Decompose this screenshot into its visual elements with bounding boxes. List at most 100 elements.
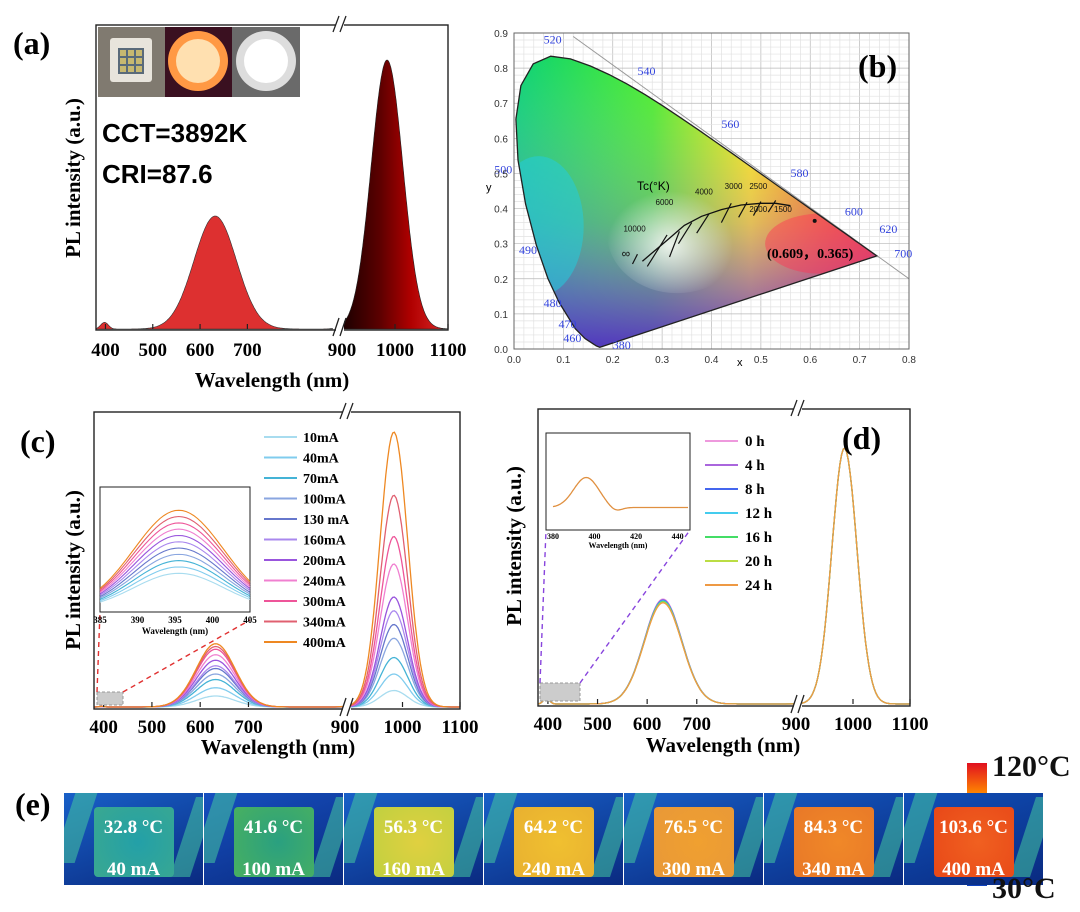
panel-c-xticks: 400 500 600 700 900 1000 1100 xyxy=(89,702,478,738)
cct-label: 2000 xyxy=(749,205,767,214)
thermal-temperature: 64.2 °C xyxy=(523,817,584,838)
panel-c-label: (c) xyxy=(20,423,56,459)
inset-series-line xyxy=(99,553,251,599)
visible-emission-area xyxy=(96,215,333,330)
wavelength-label: 560 xyxy=(721,117,739,131)
panel-c-inset-curves xyxy=(99,509,251,603)
inset-xtick: 380 xyxy=(547,532,559,541)
led-chip-hotspot xyxy=(514,807,594,877)
inset-xtick: 385 xyxy=(93,615,107,625)
inset-xtick: 420 xyxy=(630,532,642,541)
cie-ytick: 0.1 xyxy=(494,310,508,321)
thermal-image: 103.6 °C 400 mA xyxy=(904,793,1043,885)
panel-d-legend: 0 h 4 h 8 h 12 h 16 h 20 h 24 h xyxy=(705,434,773,594)
panel-a-xlabel: Wavelength (nm) xyxy=(195,368,350,392)
thermal-current: 160 mA xyxy=(382,859,445,880)
thermal-temperature: 84.3 °C xyxy=(803,817,864,838)
xtick-label: 1000 xyxy=(834,714,872,735)
legend-label: 70mA xyxy=(303,472,340,487)
legend-label: 16 h xyxy=(745,530,773,546)
thermal-image: 64.2 °C 240 mA xyxy=(484,793,623,885)
cie-xtick: 0.7 xyxy=(853,355,867,366)
panel-c-inset-frame xyxy=(99,486,251,613)
panel-a-cri: CRI=87.6 xyxy=(102,159,213,189)
panel-b: 10000 6000 4000 3000 2500 2000 1500 ∞ 380 460470… xyxy=(486,29,916,369)
panel-c-zoom-line-right xyxy=(122,619,251,693)
legend-label: 300mA xyxy=(303,595,347,610)
inset-series-line xyxy=(99,541,251,596)
thermal-temperature: 41.6 °C xyxy=(243,817,304,838)
panel-a-frame xyxy=(95,24,449,331)
xtick-label: 500 xyxy=(139,340,168,361)
isotherm xyxy=(752,201,762,216)
series-line xyxy=(94,596,460,708)
xtick-label: 900 xyxy=(331,717,360,738)
cie-ytick: 0.2 xyxy=(494,275,508,286)
inset-series-line xyxy=(552,476,688,511)
panel-d-xticks: 400 500 600 700 900 1000 1100 xyxy=(534,699,928,735)
legend-label: 340mA xyxy=(303,616,347,631)
panel-d-ylabel: PL intensity (a.u.) xyxy=(502,466,526,626)
wavelength-label: 490 xyxy=(519,243,537,257)
nir-emission-area xyxy=(342,59,448,330)
wavelength-label: 700 xyxy=(894,247,912,261)
planckian-locus: 10000 6000 4000 3000 2500 2000 1500 ∞ xyxy=(622,182,817,267)
thermal-current: 100 mA xyxy=(242,859,305,880)
panel-a: 400 500 600 700 900 1000 1100 (a) CCT=3892K CR… xyxy=(13,15,467,392)
inset-xtick: 400 xyxy=(206,615,220,625)
legend-label: 10mA xyxy=(303,431,340,446)
panel-a-axis-break xyxy=(332,15,347,337)
cie-xlabel: x xyxy=(737,357,743,369)
cie-axis-ticks: 0.0 0.1 0.2 0.3 0.4 0.5 0.6 0.7 0.8 0.0 0.1 0.2 0.3 0… xyxy=(494,29,916,366)
panel-a-cct: CCT=3892K xyxy=(102,118,247,148)
panel-c-ylabel: PL intensity (a.u.) xyxy=(61,490,85,650)
wavelength-label: 470 xyxy=(558,317,576,331)
cie-ylabel: y xyxy=(486,182,492,194)
wavelength-label: 600 xyxy=(845,205,863,219)
cie-ytick: 0.7 xyxy=(494,99,508,110)
inset-xtick: 390 xyxy=(131,615,145,625)
isotherm xyxy=(646,234,668,267)
inset-series-line xyxy=(99,547,251,598)
legend-label: 8 h xyxy=(745,482,765,498)
legend-label: 100mA xyxy=(303,493,347,508)
cie-xtick: 0.8 xyxy=(902,355,916,366)
cie-xtick: 0.3 xyxy=(655,355,669,366)
xtick-label: 1000 xyxy=(384,717,422,738)
thermal-current: 300 mA xyxy=(662,859,725,880)
panel-b-label: (b) xyxy=(858,48,897,84)
inset-series-line xyxy=(99,522,251,592)
inset-xtick: 395 xyxy=(168,615,182,625)
led-chip-hotspot xyxy=(654,807,734,877)
inset-xtick: 400 xyxy=(589,532,601,541)
cie-xtick: 0.5 xyxy=(754,355,768,366)
panel-c-zoom-line-left xyxy=(96,611,101,693)
wavelength-label: 580 xyxy=(791,166,809,180)
xtick-label: 600 xyxy=(633,714,662,735)
isotherm xyxy=(720,203,732,223)
panel-e-label: (e) xyxy=(15,786,51,822)
thermal-temperature: 32.8 °C xyxy=(103,817,164,838)
isotherm xyxy=(767,200,777,213)
xtick-label: 1100 xyxy=(430,340,467,361)
legend-label: 400mA xyxy=(303,636,347,651)
cie-ytick: 0.9 xyxy=(494,29,508,40)
panel-d-inset-frame xyxy=(545,432,691,531)
thermal-current: 340 mA xyxy=(802,859,865,880)
cie-ytick: 0.6 xyxy=(494,134,508,145)
xtick-label: 400 xyxy=(534,714,563,735)
xtick-label: 700 xyxy=(683,714,712,735)
wavelength-label: 500 xyxy=(494,162,512,176)
panel-c-xlabel: Wavelength (nm) xyxy=(201,735,356,759)
thermal-image: 84.3 °C 340 mA xyxy=(764,793,903,885)
legend-label: 40mA xyxy=(303,452,340,467)
panel-d-zoom-box xyxy=(539,682,581,702)
xtick-label: 400 xyxy=(91,340,120,361)
inset-series-line xyxy=(99,515,251,591)
thermal-image: 41.6 °C 100 mA xyxy=(204,793,343,885)
cct-label: 3000 xyxy=(725,182,743,191)
cie-point xyxy=(812,218,817,223)
series-line xyxy=(94,431,460,708)
legend-label: 24 h xyxy=(745,578,773,594)
